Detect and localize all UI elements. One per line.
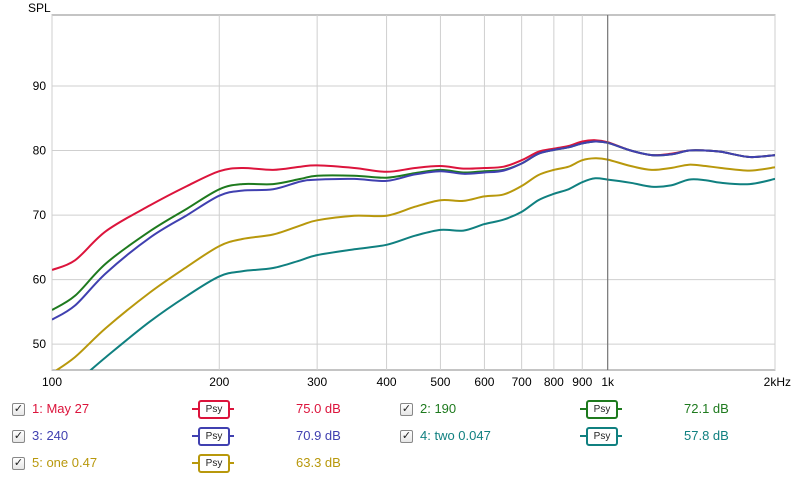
series-4-label: 4: two 0.047 — [420, 428, 491, 443]
series-line-3 — [52, 140, 775, 321]
series-5-psy-button[interactable]: Psy — [192, 454, 234, 473]
y-tick-label: 50 — [33, 337, 47, 351]
checkmark-icon: ✓ — [401, 430, 412, 442]
y-tick-label: 70 — [33, 208, 47, 222]
series-4-level: 57.8 dB — [684, 428, 729, 443]
x-tick-label: 800 — [544, 375, 564, 389]
series-2-label: 2: 190 — [420, 401, 457, 416]
x-tick-label: 400 — [377, 375, 397, 389]
x-tick-label: 900 — [572, 375, 592, 389]
grid-lines — [51, 15, 776, 370]
series-2-level: 72.1 dB — [684, 401, 729, 416]
series-2-checkbox[interactable]: ✓ — [400, 403, 413, 416]
series-line-5 — [55, 157, 775, 370]
series-5-label: 5: one 0.47 — [32, 455, 98, 470]
series-3-psy-button[interactable]: Psy — [192, 427, 234, 446]
series-1-label: 1: May 27 — [32, 401, 90, 416]
y-tick-label: 90 — [33, 79, 47, 93]
checkmark-icon: ✓ — [13, 430, 24, 442]
series-4-psy-button[interactable]: Psy — [580, 427, 622, 446]
series-1-psy-label: Psy — [198, 400, 230, 419]
x-tick-label: 200 — [209, 375, 229, 389]
series-1-checkbox[interactable]: ✓ — [12, 403, 25, 416]
series-line-4 — [89, 177, 775, 370]
checkmark-icon: ✓ — [13, 403, 24, 415]
legend-row-1: ✓ 1: May 27 Psy 75.0 dB ✓ 2: 190 Psy 72.… — [0, 397, 800, 421]
series-1-psy-button[interactable]: Psy — [192, 400, 234, 419]
series-3-level: 70.9 dB — [296, 428, 341, 443]
spl-chart: 100 200 300 400 500 600 700 800 900 1k 2kHz 50 60 70… — [28, 1, 791, 389]
series-3-checkbox[interactable]: ✓ — [12, 430, 25, 443]
series-5-psy-label: Psy — [198, 454, 230, 473]
x-tick-label: 100 — [42, 375, 62, 389]
series-5-level: 63.3 dB — [296, 455, 341, 470]
x-tick-label: 300 — [307, 375, 327, 389]
x-tick-label: 500 — [430, 375, 450, 389]
series-layer — [52, 139, 775, 370]
x-axis-labels: 100 200 300 400 500 600 700 800 900 1k 2kHz — [42, 375, 791, 389]
legend-row-3: ✓ 5: one 0.47 Psy 63.3 dB — [0, 451, 800, 475]
x-tick-label: 2kHz — [764, 375, 791, 389]
y-tick-label: 80 — [33, 144, 47, 158]
y-tick-label: 60 — [33, 273, 47, 287]
series-4-psy-label: Psy — [586, 427, 618, 446]
series-1-level: 75.0 dB — [296, 401, 341, 416]
y-axis-labels: 50 60 70 80 90 — [33, 79, 47, 351]
series-2-psy-button[interactable]: Psy — [580, 400, 622, 419]
series-5-checkbox[interactable]: ✓ — [12, 457, 25, 470]
series-3-psy-label: Psy — [198, 427, 230, 446]
series-2-psy-label: Psy — [586, 400, 618, 419]
series-4-checkbox[interactable]: ✓ — [400, 430, 413, 443]
checkmark-icon: ✓ — [13, 457, 24, 469]
x-tick-label: 600 — [474, 375, 494, 389]
x-tick-label: 1k — [601, 375, 615, 389]
y-axis-title: SPL — [28, 1, 51, 15]
checkmark-icon: ✓ — [401, 403, 412, 415]
legend-row-2: ✓ 3: 240 Psy 70.9 dB ✓ 4: two 0.047 Psy … — [0, 424, 800, 448]
x-tick-label: 700 — [512, 375, 532, 389]
series-3-label: 3: 240 — [32, 428, 69, 443]
plot-area — [51, 14, 776, 371]
